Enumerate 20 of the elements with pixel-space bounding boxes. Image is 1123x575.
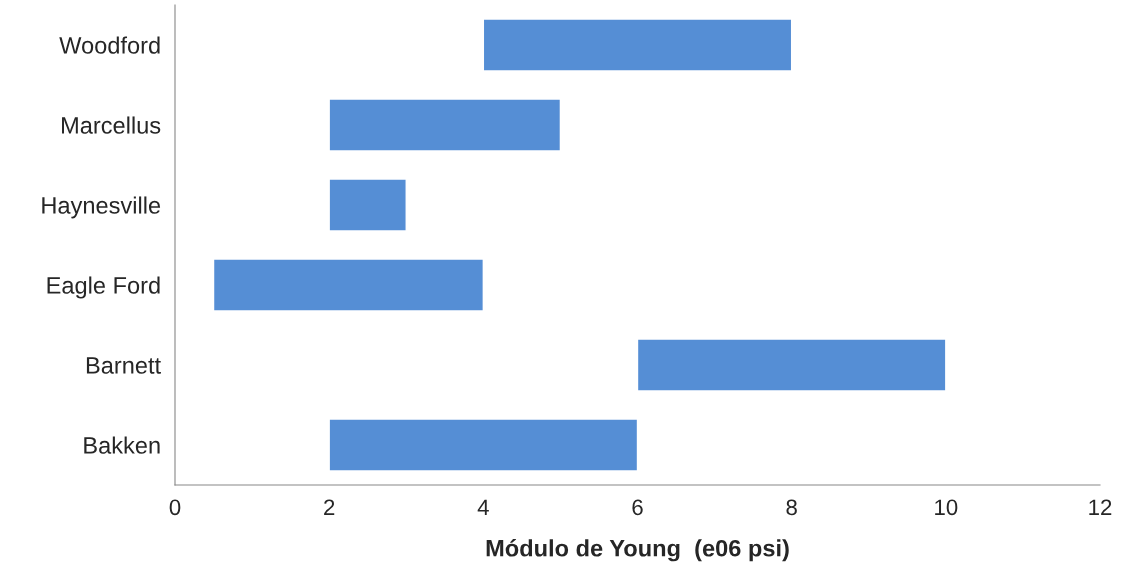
x-axis-title: Módulo de Young (e06 psi) [486,539,789,562]
bar [328,418,639,472]
bar [328,178,407,232]
x-tick-label: 8 [786,499,797,516]
x-tick-label: 0 [169,499,181,516]
bar [328,98,562,152]
y-tick-label: Eagle Ford [47,276,160,299]
y-tick-label: Bakken [84,436,160,454]
y-tick-label: Marcellus [62,116,161,134]
y-tick-label: Woodford [59,36,160,54]
bar [636,338,947,392]
x-tick-label: 10 [935,499,958,516]
x-tick-label: 6 [632,499,643,516]
x-tick-label: 4 [477,499,489,515]
x-tick-label: 2 [324,499,335,515]
bar [212,258,485,312]
bar [482,18,793,72]
x-tick-label: 12 [1089,499,1112,515]
y-tick-label: Barnett [86,357,161,374]
y-tick-label: Haynesville [42,196,161,219]
